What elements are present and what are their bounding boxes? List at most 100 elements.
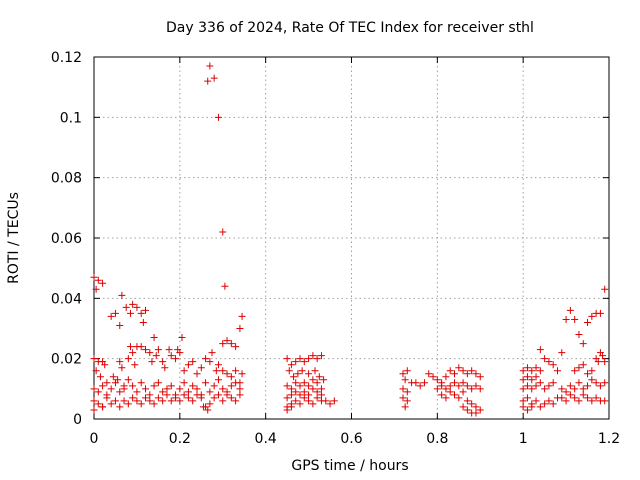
data-point xyxy=(558,349,566,357)
data-point xyxy=(193,391,201,399)
data-point xyxy=(90,406,98,414)
data-point xyxy=(199,403,207,411)
data-point xyxy=(99,279,107,287)
data-point xyxy=(549,400,557,408)
data-point xyxy=(287,385,295,393)
data-point xyxy=(118,364,126,372)
data-point xyxy=(137,309,145,317)
data-point xyxy=(116,403,124,411)
data-point xyxy=(206,400,214,408)
data-point xyxy=(159,358,167,366)
data-point xyxy=(292,397,300,405)
grid-lines xyxy=(94,57,609,419)
data-point xyxy=(330,397,338,405)
y-tick-label: 0.02 xyxy=(51,352,82,368)
data-point xyxy=(532,382,540,390)
data-point xyxy=(214,361,222,369)
data-point xyxy=(562,315,570,323)
data-point xyxy=(236,325,244,332)
data-point xyxy=(189,397,197,405)
x-axis-label: GPS time / hours xyxy=(291,458,408,474)
data-point xyxy=(94,276,102,284)
data-point xyxy=(584,394,592,402)
data-point xyxy=(523,394,531,402)
data-point xyxy=(133,388,141,396)
data-point xyxy=(111,379,119,387)
data-point xyxy=(463,370,471,378)
data-point xyxy=(309,385,317,393)
data-point xyxy=(232,397,240,405)
x-tick-label: 0.6 xyxy=(340,431,362,447)
data-point xyxy=(287,403,295,411)
data-point xyxy=(176,385,184,393)
data-point xyxy=(599,352,607,360)
y-tick-label: 0 xyxy=(73,412,82,428)
data-point xyxy=(442,394,450,402)
data-point xyxy=(172,355,180,363)
data-point xyxy=(519,376,527,384)
data-point xyxy=(309,376,317,384)
data-point xyxy=(468,385,476,393)
data-point xyxy=(571,315,579,323)
data-point xyxy=(184,361,192,369)
data-point xyxy=(558,385,566,393)
data-point xyxy=(313,355,321,363)
data-point xyxy=(313,388,321,396)
data-point xyxy=(298,367,306,375)
data-point xyxy=(180,391,188,399)
data-point xyxy=(545,358,553,366)
data-point xyxy=(296,355,304,363)
data-point xyxy=(137,343,145,351)
data-point xyxy=(433,376,441,384)
data-point xyxy=(459,379,467,387)
data-point xyxy=(208,349,216,357)
data-point xyxy=(588,367,596,375)
data-point xyxy=(545,397,553,405)
data-point xyxy=(528,367,536,375)
data-point xyxy=(558,394,566,402)
data-point xyxy=(99,382,107,390)
data-point xyxy=(238,312,246,320)
data-point xyxy=(122,303,130,311)
data-point xyxy=(202,379,210,387)
data-point xyxy=(126,343,134,351)
data-point xyxy=(150,334,158,342)
data-point xyxy=(420,379,428,387)
data-point xyxy=(184,388,192,396)
data-point xyxy=(579,385,587,393)
data-point xyxy=(167,352,175,360)
data-point xyxy=(137,379,145,387)
data-point xyxy=(536,346,544,354)
data-point xyxy=(455,382,463,390)
data-point xyxy=(232,343,240,351)
x-tick-label: 0.8 xyxy=(426,431,448,447)
data-point xyxy=(92,367,100,375)
data-point xyxy=(146,349,154,357)
data-point xyxy=(438,382,446,390)
data-point xyxy=(317,391,325,399)
data-point xyxy=(92,285,100,293)
data-point xyxy=(94,388,102,396)
data-point xyxy=(442,385,450,393)
data-point xyxy=(197,364,205,372)
data-point xyxy=(206,388,214,396)
data-point xyxy=(296,391,304,399)
data-point xyxy=(566,382,574,390)
data-point xyxy=(232,379,240,387)
data-point xyxy=(238,370,246,378)
data-point xyxy=(536,403,544,411)
data-point xyxy=(326,400,334,408)
data-point xyxy=(159,388,167,396)
data-point xyxy=(532,373,540,381)
data-point xyxy=(283,406,291,414)
data-point xyxy=(142,306,149,314)
data-point xyxy=(311,367,319,375)
data-point xyxy=(236,385,244,393)
data-point xyxy=(528,403,536,411)
data-point xyxy=(317,385,325,393)
data-point xyxy=(90,397,98,405)
data-point xyxy=(455,394,463,402)
data-point xyxy=(285,367,293,375)
data-point xyxy=(101,361,109,369)
